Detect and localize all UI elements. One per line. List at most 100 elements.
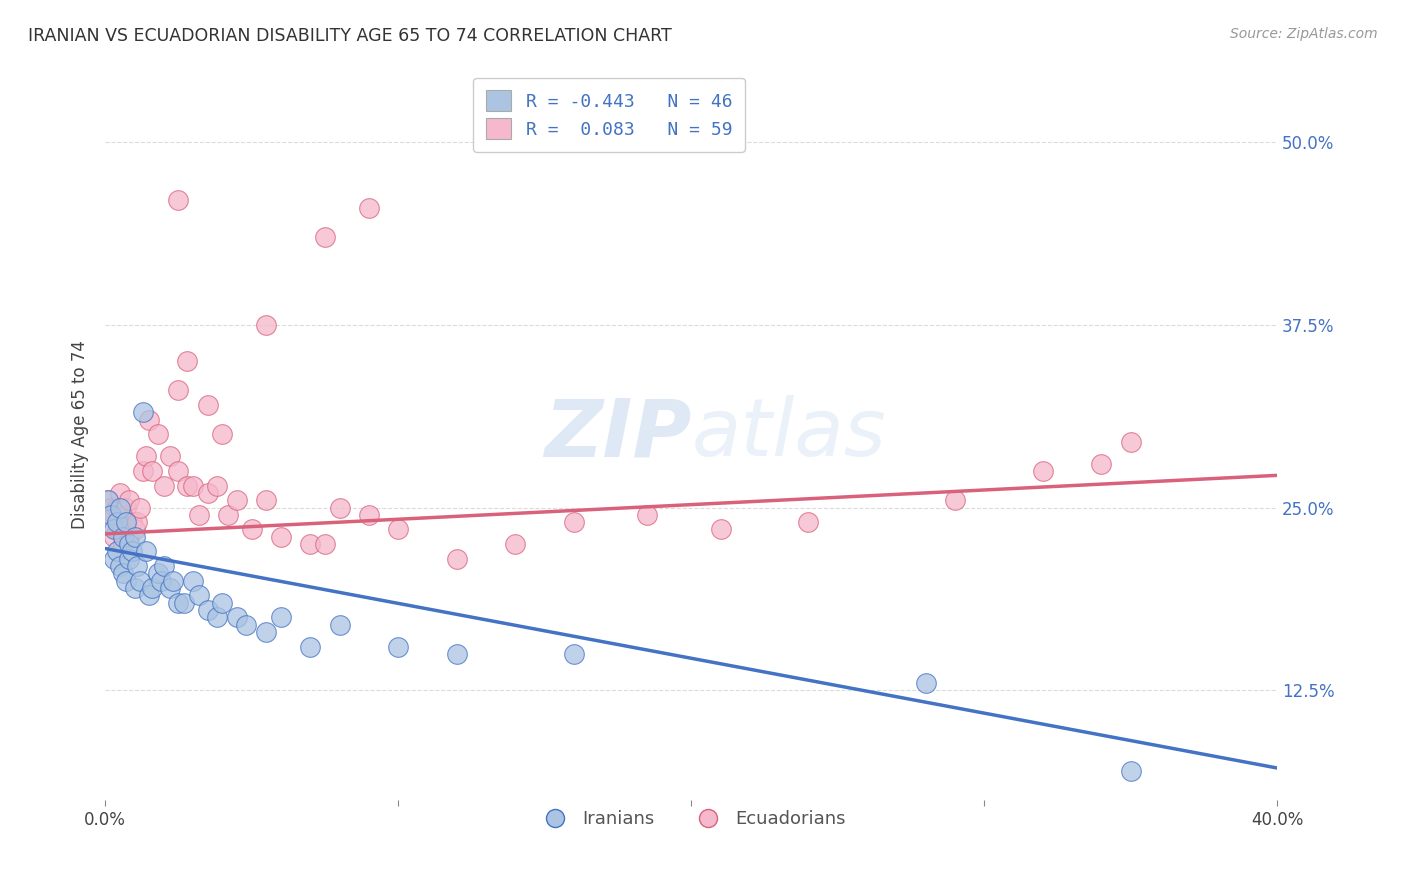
Point — [167, 193, 190, 207]
Point — [176, 354, 198, 368]
Point — [211, 596, 233, 610]
Point — [211, 427, 233, 442]
Point — [176, 478, 198, 492]
Point — [141, 581, 163, 595]
Point — [124, 530, 146, 544]
Text: IRANIAN VS ECUADORIAN DISABILITY AGE 65 TO 74 CORRELATION CHART: IRANIAN VS ECUADORIAN DISABILITY AGE 65 … — [28, 27, 672, 45]
Point — [121, 515, 143, 529]
Point — [111, 566, 134, 581]
Point — [127, 559, 149, 574]
Point — [387, 640, 409, 654]
Point — [197, 603, 219, 617]
Point — [446, 551, 468, 566]
Point — [167, 464, 190, 478]
Point — [1119, 764, 1142, 778]
Point — [188, 588, 211, 602]
Point — [100, 500, 122, 515]
Point — [118, 537, 141, 551]
Point — [149, 574, 172, 588]
Point — [197, 486, 219, 500]
Point — [235, 617, 257, 632]
Point — [153, 559, 176, 574]
Point — [181, 478, 204, 492]
Point — [709, 523, 731, 537]
Point — [118, 551, 141, 566]
Point — [108, 515, 131, 529]
Point — [114, 500, 136, 515]
Point — [162, 574, 184, 588]
Point — [141, 464, 163, 478]
Point — [105, 500, 128, 515]
Point — [636, 508, 658, 522]
Point — [505, 537, 527, 551]
Point — [562, 647, 585, 661]
Point — [114, 523, 136, 537]
Point — [97, 493, 120, 508]
Point — [226, 610, 249, 624]
Point — [111, 530, 134, 544]
Point — [1090, 457, 1112, 471]
Point — [97, 493, 120, 508]
Point — [314, 537, 336, 551]
Point — [181, 574, 204, 588]
Y-axis label: Disability Age 65 to 74: Disability Age 65 to 74 — [72, 340, 89, 529]
Point — [124, 523, 146, 537]
Point — [357, 201, 380, 215]
Point — [105, 523, 128, 537]
Point — [329, 500, 352, 515]
Point — [153, 478, 176, 492]
Point — [121, 544, 143, 558]
Point — [105, 515, 128, 529]
Point — [103, 530, 125, 544]
Point — [254, 493, 277, 508]
Point — [105, 544, 128, 558]
Point — [114, 515, 136, 529]
Text: Source: ZipAtlas.com: Source: ZipAtlas.com — [1230, 27, 1378, 41]
Point — [167, 384, 190, 398]
Legend: Iranians, Ecuadorians: Iranians, Ecuadorians — [530, 803, 853, 835]
Point — [138, 413, 160, 427]
Point — [329, 617, 352, 632]
Point — [254, 624, 277, 639]
Point — [270, 530, 292, 544]
Point — [562, 515, 585, 529]
Point — [138, 588, 160, 602]
Point — [127, 515, 149, 529]
Point — [197, 398, 219, 412]
Point — [108, 559, 131, 574]
Point — [108, 486, 131, 500]
Point — [173, 596, 195, 610]
Point — [299, 640, 322, 654]
Point — [1032, 464, 1054, 478]
Point — [124, 581, 146, 595]
Point — [159, 581, 181, 595]
Point — [111, 537, 134, 551]
Point — [270, 610, 292, 624]
Point — [100, 508, 122, 522]
Point — [129, 500, 152, 515]
Point — [146, 566, 169, 581]
Point — [254, 318, 277, 332]
Point — [217, 508, 239, 522]
Point — [188, 508, 211, 522]
Point — [314, 229, 336, 244]
Point — [129, 574, 152, 588]
Point — [357, 508, 380, 522]
Point — [205, 478, 228, 492]
Point — [797, 515, 820, 529]
Point — [205, 610, 228, 624]
Point — [108, 500, 131, 515]
Point — [111, 508, 134, 522]
Point — [103, 523, 125, 537]
Point — [299, 537, 322, 551]
Point — [132, 405, 155, 419]
Point — [135, 544, 157, 558]
Point — [943, 493, 966, 508]
Point — [103, 551, 125, 566]
Point — [118, 530, 141, 544]
Point — [132, 464, 155, 478]
Point — [135, 450, 157, 464]
Point — [114, 574, 136, 588]
Point — [103, 508, 125, 522]
Text: ZIP: ZIP — [544, 395, 692, 474]
